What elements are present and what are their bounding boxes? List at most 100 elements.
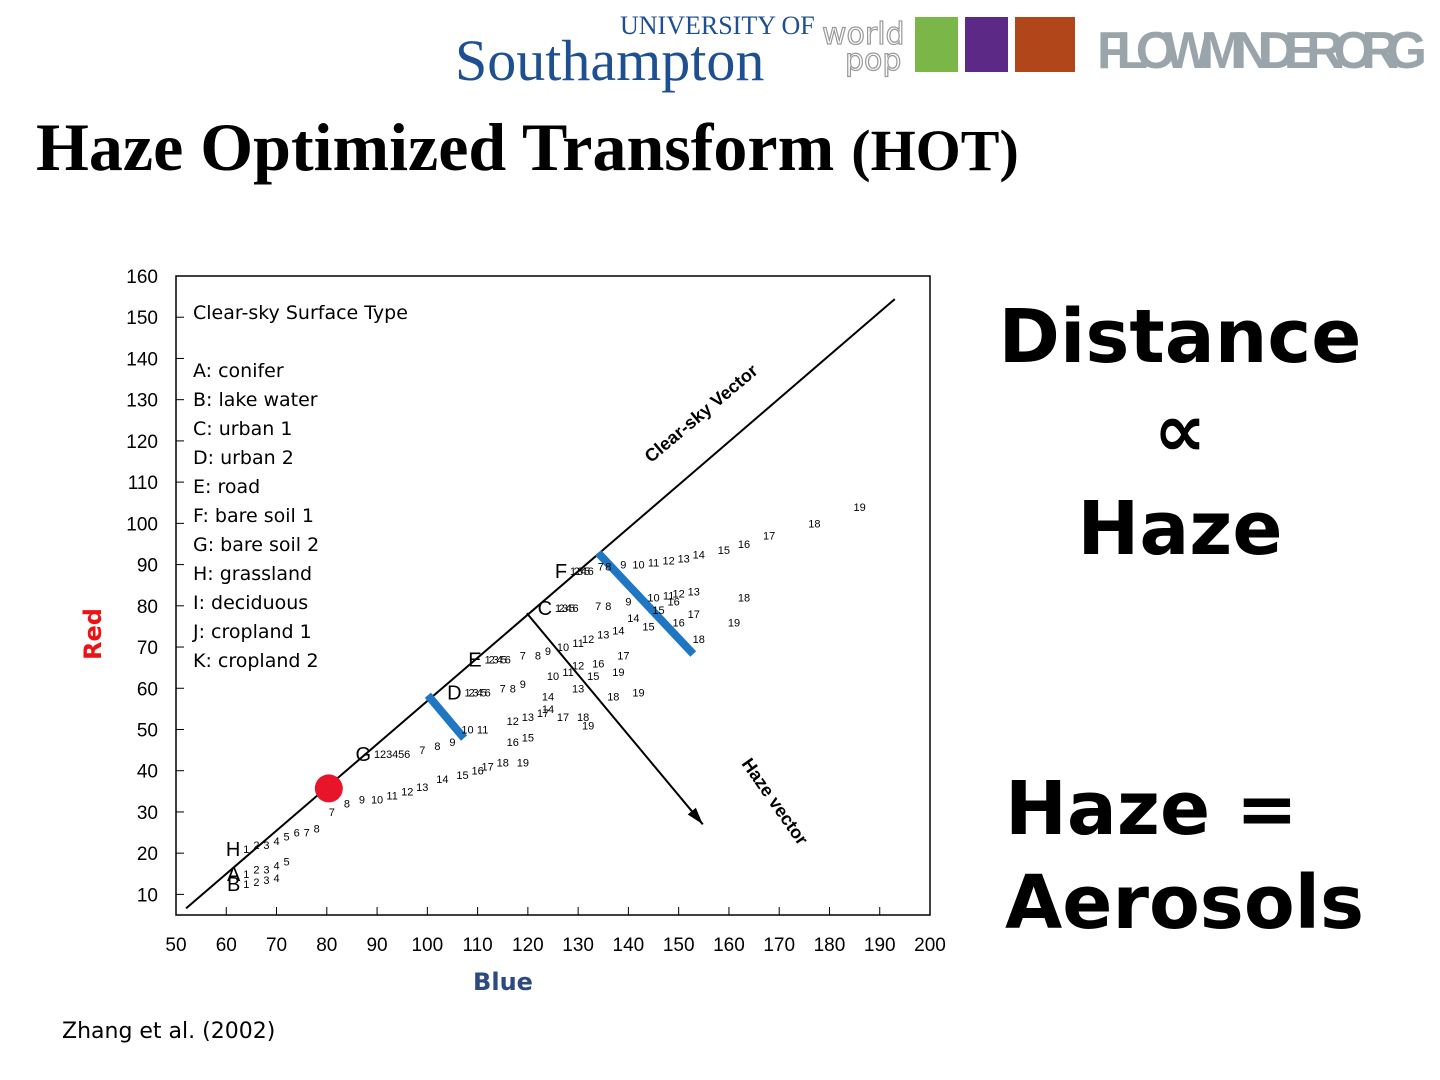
series-name: C xyxy=(538,598,552,620)
y-tick-label: 30 xyxy=(137,803,158,824)
series-name: F xyxy=(555,561,567,583)
point-label: 6 xyxy=(294,828,300,840)
point-label: 19 xyxy=(612,667,624,679)
point-label: 1 xyxy=(243,844,249,856)
point-label: 12 xyxy=(582,634,594,646)
y-tick-label: 130 xyxy=(126,391,158,412)
point-label: 2 xyxy=(469,687,475,699)
x-tick-label: 50 xyxy=(165,935,186,956)
title: Haze Optimized Transform (HOT) xyxy=(36,109,1019,185)
point-label: 19 xyxy=(854,502,866,514)
point-label: 17 xyxy=(482,762,494,774)
highlight-point xyxy=(314,774,343,803)
point-label: 13 xyxy=(416,782,428,794)
citation: Zhang et al. (2002) xyxy=(62,1019,275,1044)
point-label: 13 xyxy=(678,553,690,565)
x-tick-label: 70 xyxy=(266,935,287,956)
x-tick-label: 90 xyxy=(366,935,387,956)
point-label: 13 xyxy=(572,683,584,695)
point-label: 18 xyxy=(808,518,820,530)
point-label: 3 xyxy=(263,840,269,852)
point-label: 1 xyxy=(485,654,491,666)
x-tick-label: 120 xyxy=(512,935,544,956)
point-label: 14 xyxy=(612,626,624,638)
point-label: 5 xyxy=(569,603,575,615)
point-label: 7 xyxy=(595,601,601,613)
logo-text: world xyxy=(822,17,905,52)
point-label: 17 xyxy=(617,650,629,662)
point-label: 7 xyxy=(329,807,335,819)
legend-item: I: deciduous xyxy=(193,592,308,614)
point-label: 16 xyxy=(592,659,604,671)
logo-text: Southampton xyxy=(455,28,764,93)
point-label: 9 xyxy=(449,737,455,749)
logo-square xyxy=(1015,17,1075,72)
point-label: 17 xyxy=(557,712,569,724)
series-name: G xyxy=(356,744,372,766)
logo-text: FLOWMINDER.ORG xyxy=(1097,22,1427,80)
point-label: 16 xyxy=(673,617,685,629)
point-label: 12 xyxy=(572,661,584,673)
legend-title: Clear-sky Surface Type xyxy=(193,302,408,324)
point-label: 2 xyxy=(253,840,259,852)
y-axis-label: Red xyxy=(79,608,107,660)
point-label: 18 xyxy=(738,593,750,605)
point-label: 12 xyxy=(401,786,413,798)
title-main: Haze Optimized Transform xyxy=(36,109,834,185)
point-label: 4 xyxy=(273,873,279,885)
point-label: 4 xyxy=(273,861,279,873)
legend-item: A: conifer xyxy=(193,360,284,382)
legend-item: B: lake water xyxy=(193,389,318,411)
point-label: 5 xyxy=(398,749,404,761)
point-label: 6 xyxy=(573,603,579,615)
series-name: A xyxy=(227,864,241,886)
point-label: 3 xyxy=(562,603,568,615)
point-label: 14 xyxy=(627,613,639,625)
y-tick-label: 70 xyxy=(137,638,158,659)
y-tick-label: 110 xyxy=(128,473,158,494)
point-label: 19 xyxy=(582,720,594,732)
legend: Clear-sky Surface Type A: conifer B: lake… xyxy=(192,302,408,672)
point-label: 15 xyxy=(456,770,468,782)
statement: Distance ∝ Haze xyxy=(999,294,1362,572)
y-tick-label: 10 xyxy=(137,885,158,906)
legend-item: G: bare soil 2 xyxy=(193,534,319,556)
x-axis-label: Blue xyxy=(473,968,533,996)
point-label: 18 xyxy=(577,712,589,724)
point-label: 8 xyxy=(605,562,611,574)
x-tick-label: 150 xyxy=(663,935,695,956)
point-label: 9 xyxy=(520,679,526,691)
point-label: 17 xyxy=(763,531,775,543)
point-label: 10 xyxy=(461,724,473,736)
point-label: 3 xyxy=(473,687,479,699)
y-tick-label: 120 xyxy=(126,432,158,453)
point-label: 1 xyxy=(243,879,249,891)
legend-item: J: cropland 1 xyxy=(192,621,312,643)
point-label: 18 xyxy=(693,634,705,646)
vector-line xyxy=(185,298,896,910)
point-label: 1 xyxy=(570,566,576,578)
point-label: 3 xyxy=(263,875,269,887)
point-label: 13 xyxy=(688,586,700,598)
point-label: 18 xyxy=(607,692,619,704)
point-label: 13 xyxy=(522,712,534,724)
point-label: 11 xyxy=(386,790,397,802)
point-label: 3 xyxy=(263,865,269,877)
logo-text: UNIVERSITY OF xyxy=(620,11,815,40)
x-tick-label: 190 xyxy=(864,935,896,956)
statement-line: Haze xyxy=(1077,486,1282,572)
point-label: 19 xyxy=(632,687,644,699)
statement-line: Distance xyxy=(999,294,1362,380)
y-tick-label: 20 xyxy=(137,844,158,865)
point-label: 15 xyxy=(718,545,730,557)
legend-item: D: urban 2 xyxy=(193,447,294,469)
x-tick-label: 180 xyxy=(814,935,846,956)
point-label: 8 xyxy=(535,650,541,662)
point-label: 11 xyxy=(562,667,573,679)
point-label: 2 xyxy=(253,865,259,877)
point-label: 9 xyxy=(620,560,626,572)
point-label: 7 xyxy=(520,650,526,662)
point-label: 15 xyxy=(587,671,599,683)
point-label: 12 xyxy=(507,716,519,728)
